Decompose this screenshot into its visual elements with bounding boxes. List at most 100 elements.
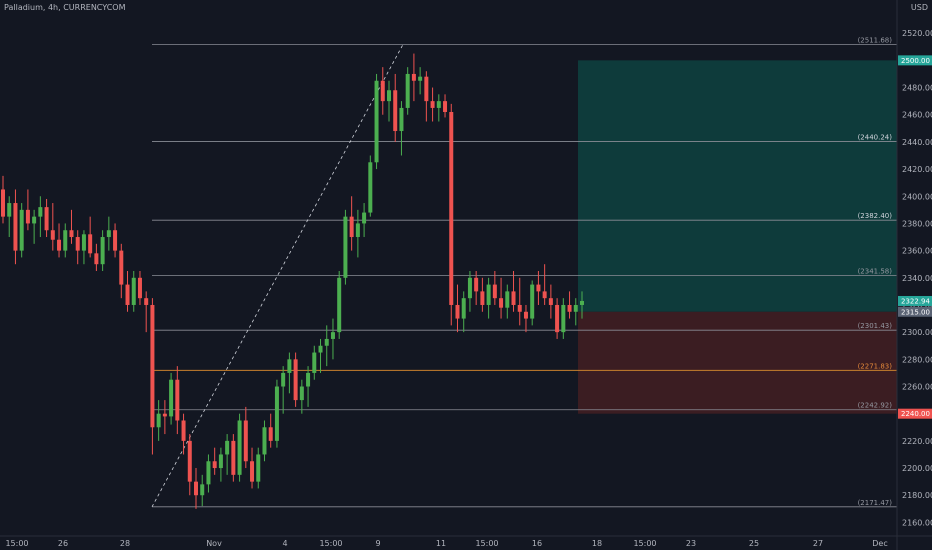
candle — [505, 284, 510, 319]
candle-body — [218, 454, 223, 469]
candle — [374, 73, 379, 170]
candle-body — [19, 209, 24, 251]
candle — [511, 271, 516, 312]
candle — [88, 216, 93, 258]
candle-body — [175, 379, 180, 421]
candle-body — [25, 209, 30, 224]
candle-body — [548, 298, 553, 305]
price-tag: 2240.00 — [898, 408, 932, 419]
time-tick-label: 27 — [813, 539, 823, 548]
candle — [449, 103, 454, 326]
candle — [44, 198, 49, 238]
price-tag: 2322.94 — [898, 295, 932, 306]
candle-body — [517, 304, 522, 312]
candle-body — [274, 386, 279, 441]
fib-label: (2511.68) — [858, 36, 893, 44]
candle-body — [380, 80, 385, 102]
candle-body — [343, 216, 348, 278]
candle — [399, 101, 404, 156]
candle — [225, 434, 230, 475]
candle-body — [324, 338, 329, 346]
candle-body — [69, 230, 74, 238]
time-tick-label: 15:00 — [475, 539, 498, 548]
candle — [455, 284, 460, 333]
candle-body — [13, 203, 18, 251]
price-tag-label: 2315.00 — [901, 308, 930, 316]
price-tick-label: 2360.00 — [902, 247, 932, 256]
price-tick-label: 2400.00 — [902, 192, 932, 201]
candle — [113, 223, 118, 258]
candle-body — [94, 253, 99, 265]
candle — [237, 413, 242, 482]
candle — [231, 434, 236, 482]
candle — [125, 271, 130, 312]
candle — [387, 80, 391, 122]
candle — [542, 264, 547, 305]
candle — [150, 298, 155, 455]
candle — [200, 474, 205, 507]
candle-body — [200, 484, 205, 496]
candle — [7, 196, 12, 238]
candle-body — [542, 291, 547, 299]
price-tick-label: 2340.00 — [902, 274, 932, 283]
candle-body — [268, 427, 273, 441]
price-tick-label: 2440.00 — [902, 138, 932, 147]
price-tag-box — [898, 55, 932, 66]
candle — [318, 338, 323, 373]
candle-body — [169, 379, 174, 417]
time-tick-label: 15:00 — [633, 539, 656, 548]
candle-body — [511, 291, 516, 305]
candle-body — [100, 237, 105, 265]
candle-body — [63, 230, 68, 251]
candle — [156, 400, 161, 441]
time-tick-label: 11 — [436, 539, 446, 548]
candle-body — [256, 454, 261, 482]
time-tick-label: 18 — [592, 539, 602, 548]
symbol-title: Palladium, 4h, CURRENCYCOM — [4, 3, 126, 12]
candle-body — [144, 298, 149, 305]
candle-body — [88, 234, 93, 254]
fib-label: (2341.58) — [858, 268, 893, 276]
candle — [411, 53, 416, 102]
time-axis[interactable]: 15:00 26 28 Nov 4 15:00 9 11 15:00 16 18 15:00 23 25 2… — [5, 539, 887, 548]
candle — [69, 209, 74, 244]
candle-body — [318, 345, 323, 353]
candle-body — [499, 298, 504, 308]
candle-series — [1, 53, 584, 509]
candle — [312, 345, 317, 380]
candle-body — [106, 230, 111, 238]
candle-body — [75, 237, 80, 251]
price-tick-label: 2520.00 — [902, 29, 932, 38]
candle-body — [1, 189, 5, 217]
candle — [573, 298, 578, 326]
candle — [262, 420, 267, 462]
candle-body — [281, 372, 286, 387]
currency-label[interactable]: USD — [910, 3, 928, 12]
candle-body — [467, 277, 472, 299]
candle-body — [436, 101, 441, 108]
candle-body — [299, 386, 304, 401]
candle-body — [131, 277, 136, 305]
time-tick-label: 4 — [282, 539, 287, 548]
candle-body — [57, 239, 62, 251]
candle-body — [530, 284, 535, 319]
candle-body — [492, 284, 497, 299]
candle-body — [32, 216, 37, 224]
price-tick-label: 2180.00 — [902, 491, 932, 500]
candle — [355, 209, 360, 258]
candle — [436, 94, 441, 122]
candle-body — [461, 298, 466, 319]
candle-body — [38, 207, 43, 217]
candle — [467, 271, 472, 312]
candle-body — [455, 304, 460, 319]
stop-zone — [578, 311, 897, 414]
candle — [181, 413, 186, 455]
candle — [306, 366, 311, 407]
candle-body — [430, 101, 435, 108]
candle — [523, 304, 528, 333]
candle — [206, 454, 211, 493]
candle-body — [306, 372, 311, 387]
candle — [137, 271, 142, 305]
candle-body — [368, 162, 373, 213]
candle-body — [287, 359, 292, 373]
